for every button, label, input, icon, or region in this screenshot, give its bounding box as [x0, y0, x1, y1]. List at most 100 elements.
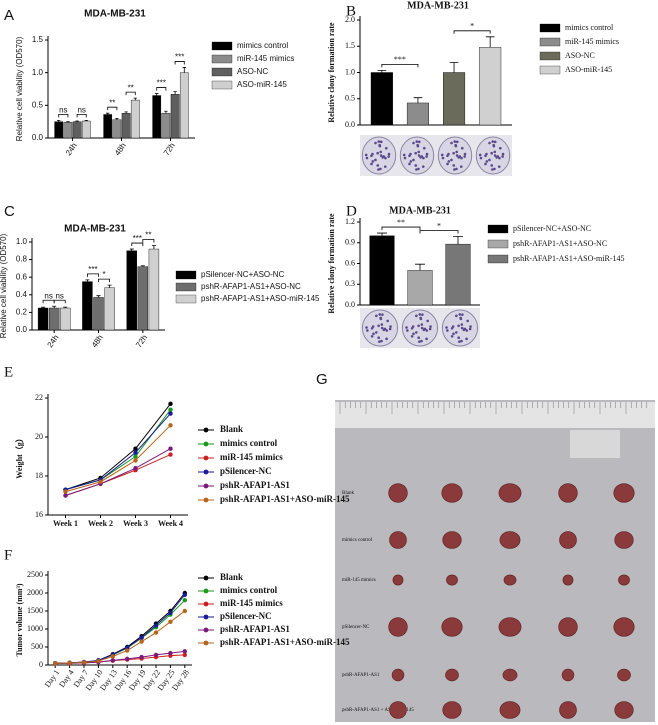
significance-label: ns [44, 291, 52, 300]
chart-title: MDA-MB-231 [84, 9, 146, 20]
significance-bracket [125, 91, 136, 96]
colony [488, 141, 491, 145]
y-tick-label: 0.5 [32, 100, 44, 109]
colony [425, 152, 429, 156]
point [153, 652, 159, 658]
y-tick-label: 0 [39, 660, 43, 669]
error-bar [151, 245, 156, 250]
colony [417, 150, 421, 154]
colony [417, 154, 421, 157]
tumor [618, 574, 630, 586]
point [98, 479, 103, 485]
y-axis-label: Relative clony formation rate [327, 213, 336, 314]
panel: E Weight（g） 16 18 20 22 Week 1 Week 2 Week 3 Week… [4, 364, 350, 527]
error-bar [124, 111, 128, 114]
x-tick-label: 72h [162, 141, 177, 157]
y-tick-label: 500 [31, 642, 43, 651]
tumor [389, 531, 407, 549]
colony [428, 327, 432, 331]
colony [491, 140, 495, 143]
x-tick-label: Week 1 [53, 519, 78, 528]
colony [446, 162, 449, 166]
line [55, 592, 186, 664]
colony [378, 340, 381, 343]
significance-bracket [156, 87, 167, 91]
error-bar [41, 306, 46, 308]
legend-marker [203, 640, 209, 646]
panel-letter: F [4, 547, 12, 563]
significance-bracket [42, 299, 55, 304]
colony [441, 156, 445, 160]
colony [485, 160, 489, 163]
x-tick-label: 72h [134, 333, 149, 349]
x-tick-label: 24h [45, 333, 60, 349]
colony [380, 326, 384, 330]
colony [406, 329, 409, 332]
colony [458, 313, 462, 316]
significance-bracket [419, 230, 459, 234]
colony [450, 158, 453, 162]
point [168, 423, 173, 428]
legend-label: miR-145 mimics [220, 452, 283, 462]
y-tick-label: 1000 [27, 624, 43, 633]
legend-label: ASO-NC [237, 67, 268, 76]
colony [458, 340, 461, 343]
legend-label: mimics control [565, 23, 614, 32]
colony [454, 331, 458, 334]
colony [420, 323, 424, 326]
significance-label: ** [109, 98, 115, 107]
colony [414, 331, 418, 334]
y-tick-label: 16 [35, 510, 43, 519]
colony [455, 154, 459, 157]
colony [484, 154, 487, 158]
colony [408, 162, 411, 166]
significance-label: *** [175, 53, 184, 62]
bar [63, 122, 73, 139]
legend-label: pshR-AFAP1-AS1+ASO-NC [201, 282, 301, 291]
colony [468, 327, 472, 331]
x-tick-label: Week 4 [158, 519, 183, 528]
chart-title: MDA-MB-231 [389, 205, 451, 216]
colony [374, 158, 377, 162]
y-tick-label: 0.6 [16, 272, 28, 281]
significance-bracket [58, 113, 69, 118]
legend-marker [203, 627, 209, 633]
significance-bracket [453, 30, 491, 34]
colony [420, 339, 423, 343]
colony [418, 340, 421, 343]
colony [425, 337, 428, 341]
colony [403, 156, 407, 160]
colony [371, 160, 375, 163]
line [65, 413, 171, 491]
row-label: pSilencer-NC [342, 625, 370, 630]
colony [425, 329, 429, 332]
point [182, 592, 187, 597]
colony [496, 155, 500, 158]
colony [384, 156, 387, 160]
bar [112, 119, 122, 139]
point [133, 458, 138, 463]
legend-label: pSilencer-NC [220, 611, 272, 621]
point [139, 654, 144, 660]
y-tick-label: 0.0 [16, 325, 28, 334]
colony [386, 319, 389, 323]
legend-marker [203, 588, 209, 594]
colony [385, 337, 388, 341]
y-tick-label: 1.5 [345, 41, 355, 50]
tumor [614, 531, 634, 549]
colony [375, 314, 378, 318]
tumor [498, 483, 522, 503]
point [63, 489, 68, 494]
point [133, 446, 138, 451]
colony [491, 168, 494, 171]
panel-letter: G [316, 371, 328, 388]
significance-label: ns [55, 291, 63, 300]
row-label: pshR-AFAP1-AS1 [342, 673, 380, 678]
tumor [441, 483, 463, 503]
colony [383, 165, 387, 168]
line [65, 454, 171, 496]
colony [379, 154, 383, 157]
ruler [335, 402, 655, 428]
colony [412, 158, 415, 162]
colony [417, 140, 421, 144]
